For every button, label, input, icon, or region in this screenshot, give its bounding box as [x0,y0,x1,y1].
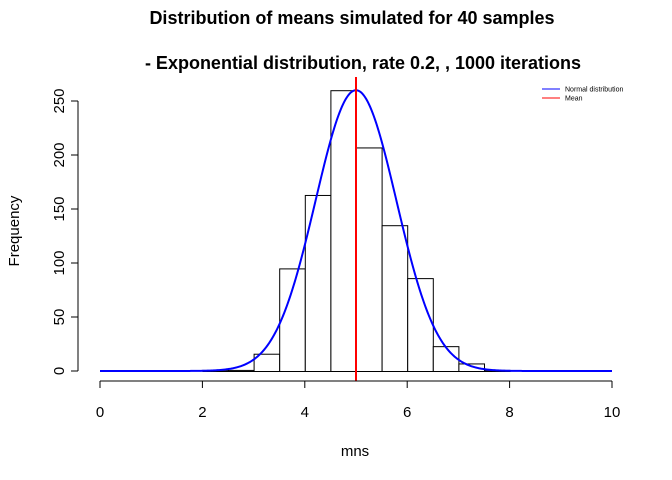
y-tick-label-0: 0 [51,367,68,375]
x-tick-label-10: 10 [604,404,621,421]
x-tick-label-8: 8 [505,404,513,421]
y-tick-label-200: 200 [51,142,68,167]
y-axis-label: Frequency [6,195,23,266]
y-axis: 0 50 100 150 200 250 [51,88,79,375]
histogram-bar-1 [228,369,255,373]
y-tick-label-250: 250 [51,88,68,113]
histogram-bar-9 [432,346,460,373]
x-axis-label: mns [341,443,369,460]
histogram-bar-10 [458,363,485,373]
x-tick-label-6: 6 [403,404,411,421]
x-axis: 0 2 4 6 8 10 [96,380,621,421]
y-tick-label-100: 100 [51,250,68,275]
legend-normal-label: Normal distribution [565,87,623,94]
histogram-bar-6 [356,147,383,372]
histogram-bar-5 [330,90,357,372]
histogram-bars [202,90,511,373]
chart-title-line-1: Distribution of means simulated for 40 s… [149,8,554,28]
legend-mean-label: Mean [565,96,583,103]
histogram-bar-3 [279,268,306,372]
y-tick-label-50: 50 [51,309,68,326]
x-tick-label-0: 0 [96,404,104,421]
chart-title-line-2: - Exponential distribution, rate 0.2, , … [145,53,581,73]
x-tick-label-2: 2 [198,404,206,421]
histogram-bar-7 [381,225,409,372]
legend: Normal distribution Mean [542,87,623,103]
x-tick-label-4: 4 [301,404,309,421]
histogram-bar-4 [304,194,332,372]
y-tick-label-150: 150 [51,196,68,221]
